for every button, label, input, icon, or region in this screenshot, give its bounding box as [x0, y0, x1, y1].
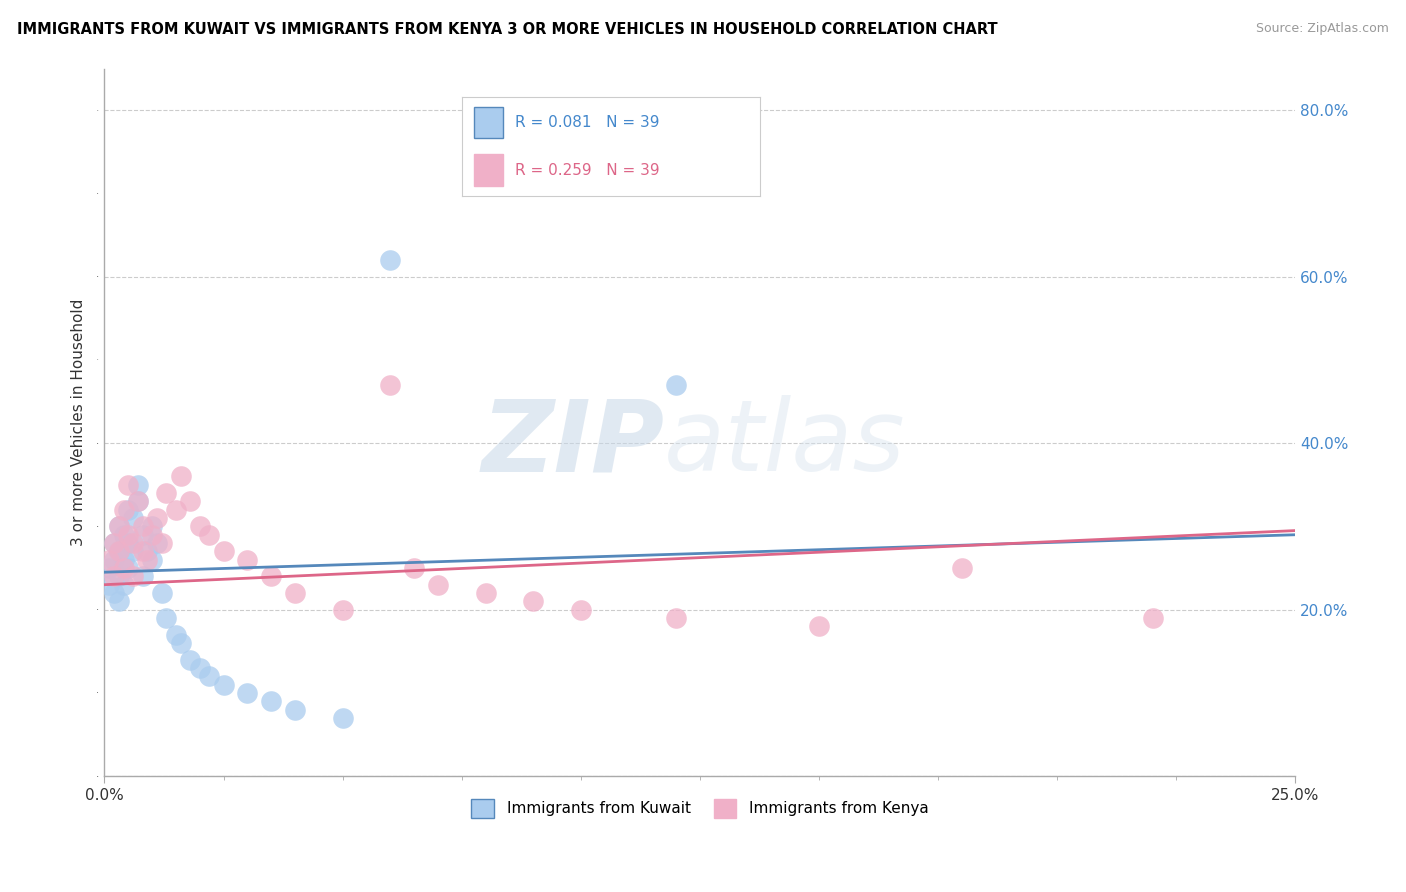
Point: [112, 552, 135, 566]
Point: [127, 494, 149, 508]
Point: [522, 594, 544, 608]
Point: [103, 552, 125, 566]
Point: [212, 677, 235, 691]
Point: [212, 544, 235, 558]
Point: [131, 569, 153, 583]
Point: [107, 594, 129, 608]
Point: [332, 711, 354, 725]
Point: [332, 602, 354, 616]
Point: [117, 477, 139, 491]
Point: [103, 586, 125, 600]
Point: [426, 577, 449, 591]
Point: [107, 519, 129, 533]
Point: [404, 561, 426, 575]
Point: [98, 552, 121, 566]
Legend: Immigrants from Kuwait, Immigrants from Kenya: Immigrants from Kuwait, Immigrants from …: [464, 791, 936, 825]
Point: [155, 611, 177, 625]
Point: [127, 494, 149, 508]
Point: [198, 669, 221, 683]
Point: [188, 661, 211, 675]
Point: [236, 552, 259, 566]
Point: [150, 586, 173, 600]
Point: [950, 561, 973, 575]
Point: [107, 544, 129, 558]
Point: [146, 511, 169, 525]
Point: [284, 702, 307, 716]
Point: [117, 561, 139, 575]
Point: [141, 527, 163, 541]
Point: [665, 377, 688, 392]
Point: [380, 377, 402, 392]
Point: [107, 519, 129, 533]
Point: [112, 502, 135, 516]
Point: [107, 569, 129, 583]
Point: [98, 561, 121, 575]
Point: [170, 469, 193, 483]
Point: [136, 552, 159, 566]
Point: [98, 577, 121, 591]
Point: [112, 561, 135, 575]
Text: IMMIGRANTS FROM KUWAIT VS IMMIGRANTS FROM KENYA 3 OR MORE VEHICLES IN HOUSEHOLD : IMMIGRANTS FROM KUWAIT VS IMMIGRANTS FRO…: [17, 22, 997, 37]
Point: [122, 544, 145, 558]
Point: [122, 511, 145, 525]
Point: [122, 569, 145, 583]
Point: [236, 686, 259, 700]
Point: [380, 252, 402, 267]
Point: [127, 477, 149, 491]
Point: [122, 536, 145, 550]
Point: [474, 586, 496, 600]
Point: [198, 527, 221, 541]
Point: [569, 602, 592, 616]
Point: [1142, 611, 1164, 625]
Text: Source: ZipAtlas.com: Source: ZipAtlas.com: [1256, 22, 1389, 36]
Point: [117, 527, 139, 541]
Point: [131, 544, 153, 558]
Point: [117, 502, 139, 516]
Point: [808, 619, 831, 633]
Point: [103, 569, 125, 583]
Point: [117, 536, 139, 550]
Y-axis label: 3 or more Vehicles in Household: 3 or more Vehicles in Household: [72, 299, 86, 546]
Point: [179, 494, 201, 508]
Point: [103, 536, 125, 550]
Point: [188, 519, 211, 533]
Point: [146, 536, 169, 550]
Point: [141, 552, 163, 566]
Point: [179, 652, 201, 666]
Point: [136, 544, 159, 558]
Point: [165, 627, 187, 641]
Point: [107, 544, 129, 558]
Point: [284, 586, 307, 600]
Point: [112, 527, 135, 541]
Point: [165, 502, 187, 516]
Point: [112, 577, 135, 591]
Point: [260, 569, 283, 583]
Point: [150, 536, 173, 550]
Point: [170, 636, 193, 650]
Text: ZIP: ZIP: [481, 395, 664, 492]
Point: [131, 519, 153, 533]
Point: [141, 519, 163, 533]
Point: [103, 536, 125, 550]
Point: [260, 694, 283, 708]
Point: [155, 486, 177, 500]
Point: [665, 611, 688, 625]
Point: [131, 527, 153, 541]
Text: atlas: atlas: [664, 395, 905, 492]
